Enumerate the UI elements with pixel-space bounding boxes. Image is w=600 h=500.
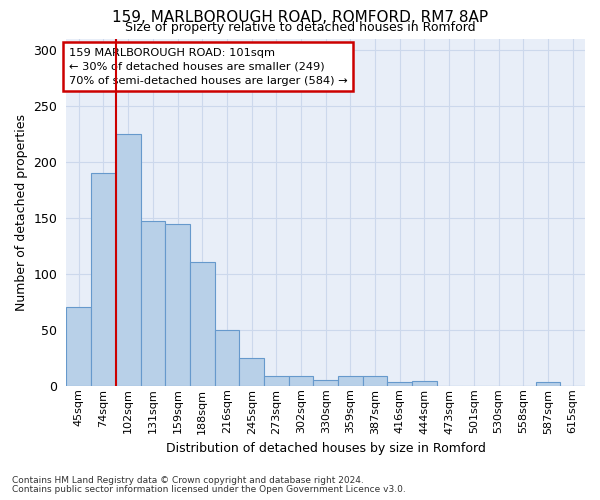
- Bar: [190, 262, 215, 386]
- Bar: [313, 380, 338, 386]
- Text: Contains public sector information licensed under the Open Government Licence v3: Contains public sector information licen…: [12, 485, 406, 494]
- Text: Size of property relative to detached houses in Romford: Size of property relative to detached ho…: [125, 21, 475, 34]
- Bar: [264, 376, 289, 386]
- Bar: [338, 376, 363, 386]
- Bar: [116, 134, 140, 386]
- Bar: [215, 330, 239, 386]
- Bar: [140, 222, 165, 386]
- Text: 159, MARLBOROUGH ROAD, ROMFORD, RM7 8AP: 159, MARLBOROUGH ROAD, ROMFORD, RM7 8AP: [112, 10, 488, 25]
- Bar: [363, 376, 388, 386]
- Bar: [165, 224, 190, 386]
- Bar: [412, 382, 437, 386]
- X-axis label: Distribution of detached houses by size in Romford: Distribution of detached houses by size …: [166, 442, 485, 455]
- Text: Contains HM Land Registry data © Crown copyright and database right 2024.: Contains HM Land Registry data © Crown c…: [12, 476, 364, 485]
- Bar: [239, 358, 264, 386]
- Bar: [91, 173, 116, 386]
- Bar: [388, 382, 412, 386]
- Bar: [67, 308, 91, 386]
- Bar: [289, 376, 313, 386]
- Text: 159 MARLBOROUGH ROAD: 101sqm
← 30% of detached houses are smaller (249)
70% of s: 159 MARLBOROUGH ROAD: 101sqm ← 30% of de…: [69, 48, 347, 86]
- Bar: [536, 382, 560, 386]
- Y-axis label: Number of detached properties: Number of detached properties: [15, 114, 28, 311]
